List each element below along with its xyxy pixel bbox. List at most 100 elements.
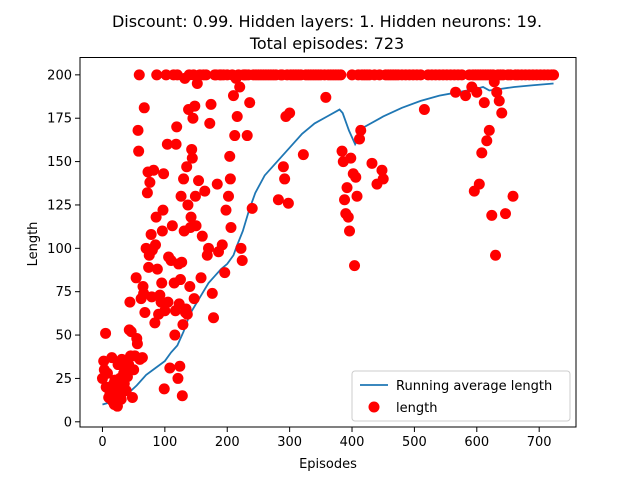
length-point xyxy=(366,157,378,169)
length-point xyxy=(336,145,348,157)
length-point xyxy=(169,329,181,341)
length-point xyxy=(231,110,243,122)
length-point xyxy=(176,390,188,402)
length-point xyxy=(203,242,215,254)
length-point xyxy=(151,263,163,275)
length-point xyxy=(481,135,493,147)
x-tick-label: 600 xyxy=(464,435,489,450)
length-point xyxy=(124,296,136,308)
length-point xyxy=(151,69,163,81)
length-point xyxy=(342,211,354,223)
length-point xyxy=(100,327,112,339)
length-point xyxy=(182,199,194,211)
length-point xyxy=(205,98,217,110)
length-point xyxy=(171,121,183,133)
y-tick-label: 100 xyxy=(47,242,72,257)
chart-title: Discount: 0.99. Hidden layers: 1. Hidden… xyxy=(112,12,542,31)
length-point xyxy=(136,352,148,364)
axis-ticks: 0 100 200 300 400 500 600 700 0 25 50 75 100 125 150 17… xyxy=(47,68,551,450)
length-point xyxy=(377,173,389,185)
length-point xyxy=(187,112,199,124)
plot-frame xyxy=(79,57,577,428)
length-point xyxy=(133,145,145,157)
length-point xyxy=(376,164,388,176)
legend-box xyxy=(351,370,571,422)
length-point xyxy=(234,81,246,93)
x-tick-label: 400 xyxy=(340,435,365,450)
length-point xyxy=(101,367,113,379)
length-point xyxy=(224,173,236,185)
length-point xyxy=(350,171,362,183)
length-point xyxy=(491,86,503,98)
length-point xyxy=(189,100,201,112)
length-point xyxy=(162,296,174,308)
length-point xyxy=(149,239,161,251)
length-point xyxy=(181,161,193,173)
length-point xyxy=(157,204,169,216)
chart-subtitle: Total episodes: 723 xyxy=(249,34,404,53)
x-tick-label: 0 xyxy=(98,435,106,450)
length-point xyxy=(156,225,168,237)
length-point xyxy=(351,190,363,202)
length-point xyxy=(335,69,347,81)
length-point xyxy=(175,190,187,202)
length-point xyxy=(244,97,256,109)
length-point xyxy=(191,78,203,90)
length-point xyxy=(204,117,216,129)
length-point xyxy=(344,225,356,237)
length-point xyxy=(241,130,253,142)
length-point xyxy=(500,208,511,220)
length-point xyxy=(186,143,198,155)
length-point xyxy=(133,69,145,81)
length-point xyxy=(339,194,351,206)
length-point xyxy=(144,176,156,188)
length-point xyxy=(199,185,211,197)
y-axis-label: Length xyxy=(26,222,41,267)
length-point xyxy=(172,372,184,384)
length-point xyxy=(284,107,296,119)
length-point xyxy=(450,86,462,98)
length-point xyxy=(143,261,155,273)
length-point xyxy=(471,86,483,98)
length-point xyxy=(170,138,182,150)
length-point xyxy=(473,178,485,190)
length-point xyxy=(235,242,247,254)
length-point xyxy=(181,308,193,320)
length-point xyxy=(476,147,488,159)
length-point xyxy=(156,277,168,289)
length-point xyxy=(141,187,153,199)
x-tick-label: 500 xyxy=(402,435,427,450)
length-point xyxy=(355,124,367,136)
length-point xyxy=(178,173,190,185)
plot-area xyxy=(96,69,560,412)
length-point xyxy=(206,287,218,299)
length-point xyxy=(493,95,505,107)
length-point xyxy=(174,274,186,286)
legend-point-label: length xyxy=(396,401,437,416)
length-point xyxy=(184,280,196,292)
y-tick-label: 0 xyxy=(64,415,72,430)
length-point xyxy=(189,190,201,202)
length-point xyxy=(185,211,197,223)
y-tick-label: 50 xyxy=(55,329,72,344)
length-point xyxy=(159,305,171,317)
length-point xyxy=(130,272,142,284)
length-point xyxy=(150,211,162,223)
length-point xyxy=(195,272,207,284)
length-point xyxy=(176,256,188,268)
length-point xyxy=(220,204,232,216)
length-point xyxy=(216,239,228,251)
length-point xyxy=(158,168,170,180)
length-point xyxy=(483,124,495,136)
y-tick-label: 75 xyxy=(55,285,72,300)
x-tick-label: 200 xyxy=(215,435,240,450)
length-point xyxy=(222,190,234,202)
length-point xyxy=(297,149,309,161)
length-point xyxy=(126,392,138,404)
length-point xyxy=(496,107,508,119)
length-point xyxy=(211,178,223,190)
y-tick-label: 150 xyxy=(47,155,72,170)
length-point xyxy=(272,194,284,206)
length-point xyxy=(236,254,248,266)
